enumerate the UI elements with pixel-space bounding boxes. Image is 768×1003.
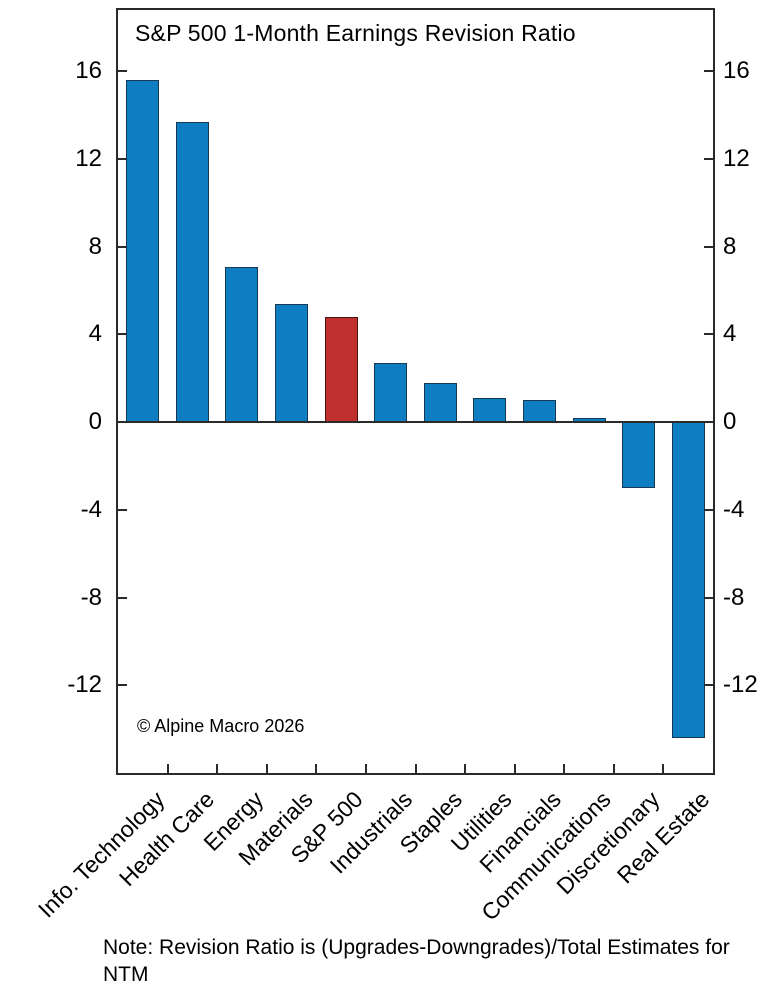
x-axis-tick <box>414 764 417 773</box>
x-category-label-communications: Communications <box>475 786 616 926</box>
x-axis-tick <box>364 764 367 773</box>
y-tick-label-right: 0 <box>723 408 737 436</box>
bar-s-p-500 <box>324 316 358 423</box>
x-category-label-utilities: Utilities <box>445 786 517 857</box>
x-axis-tick <box>513 764 516 773</box>
y-tick-label-left: -4 <box>80 495 102 523</box>
y-tick-label-right: 16 <box>723 57 750 85</box>
x-axis-tick <box>315 764 318 773</box>
y-axis-tick-right <box>704 333 713 336</box>
y-axis-tick-right <box>704 70 713 73</box>
x-category-label-staples: Staples <box>394 786 467 859</box>
x-category-label-discretionary: Discretionary <box>551 786 666 900</box>
x-axis-tick <box>563 764 566 773</box>
bar-staples <box>423 382 457 423</box>
y-tick-label-left: 0 <box>88 408 102 436</box>
x-axis-tick <box>464 764 467 773</box>
x-category-label-health-care: Health Care <box>113 786 219 892</box>
x-axis-tick <box>662 764 665 773</box>
y-tick-label-left: 4 <box>88 320 102 348</box>
bar-energy <box>225 266 259 423</box>
y-axis-tick-left <box>118 508 127 511</box>
bar-health-care <box>175 121 209 423</box>
chart-title: S&P 500 1-Month Earnings Revision Ratio <box>135 20 576 46</box>
x-axis-tick <box>216 764 219 773</box>
bar-industrials <box>374 362 408 423</box>
x-axis-tick <box>166 764 169 773</box>
y-axis-tick-right <box>704 596 713 599</box>
y-tick-label-right: -8 <box>723 583 745 611</box>
copyright-note: © Alpine Macro 2026 <box>137 716 305 736</box>
x-axis-tick <box>265 764 268 773</box>
y-tick-label-left: 8 <box>88 232 102 260</box>
y-axis-tick-left <box>118 421 127 424</box>
bar-communications <box>572 417 606 423</box>
footnote: Note: Revision Ratio is (Upgrades-Downgr… <box>103 936 730 987</box>
y-axis-tick-right <box>704 421 713 424</box>
y-tick-label-right: -4 <box>723 495 745 523</box>
x-category-label-industrials: Industrials <box>324 786 418 879</box>
y-tick-label-right: 12 <box>723 145 750 173</box>
x-category-label-s-p-500: S&P 500 <box>285 786 368 869</box>
y-axis-tick-left <box>118 333 127 336</box>
y-tick-label-left: -8 <box>80 583 102 611</box>
y-axis-tick-left <box>118 158 127 161</box>
y-tick-label-left: 16 <box>75 57 102 85</box>
x-category-label-materials: Materials <box>233 786 318 871</box>
y-axis-tick-left <box>118 245 127 248</box>
bar-materials <box>275 303 309 423</box>
x-category-label-energy: Energy <box>198 786 269 856</box>
y-tick-label-right: 8 <box>723 232 737 260</box>
bar-real-estate <box>671 422 705 738</box>
x-category-label-financials: Financials <box>474 786 566 878</box>
y-axis-tick-left <box>118 70 127 73</box>
x-category-label-real-estate: Real Estate <box>612 786 715 889</box>
bar-utilities <box>473 398 507 423</box>
plot-area: S&P 500 1-Month Earnings Revision Ratio … <box>116 8 715 775</box>
zero-line <box>118 421 713 424</box>
y-axis-tick-right <box>704 508 713 511</box>
bar-financials <box>522 400 556 423</box>
y-axis-tick-right <box>704 245 713 248</box>
y-tick-label-right: 4 <box>723 320 737 348</box>
y-axis-tick-left <box>118 596 127 599</box>
bar-discretionary <box>622 422 656 488</box>
x-axis-tick <box>612 764 615 773</box>
y-axis-tick-right <box>704 684 713 687</box>
y-tick-label-left: -12 <box>67 671 102 699</box>
y-axis-tick-right <box>704 158 713 161</box>
y-tick-label-right: -12 <box>723 671 758 699</box>
y-tick-label-left: 12 <box>75 145 102 173</box>
x-category-label-info-technology: Info. Technology <box>32 786 170 923</box>
y-axis-tick-left <box>118 684 127 687</box>
bar-info-technology <box>126 80 160 423</box>
bars-and-ticks-layer <box>118 10 713 773</box>
